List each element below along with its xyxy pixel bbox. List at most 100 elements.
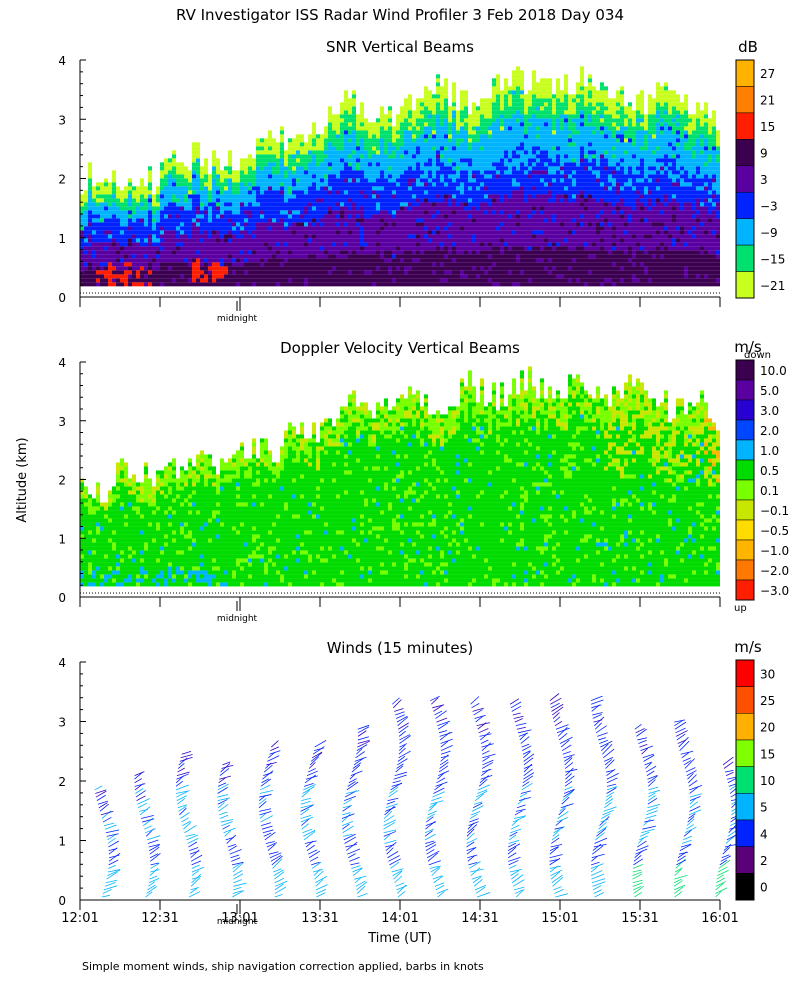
snr-cell (548, 150, 552, 155)
snr-cell (100, 274, 104, 279)
snr-cell (540, 142, 544, 147)
snr-cell (356, 258, 360, 263)
snr-cell (564, 234, 568, 239)
snr-cell (412, 130, 416, 135)
snr-cell (356, 114, 360, 119)
snr-cell (312, 282, 316, 287)
snr-cell (268, 238, 272, 243)
snr-cell (276, 274, 280, 279)
snr-cell (460, 98, 464, 103)
snr-cell (376, 138, 380, 143)
snr-cell (484, 134, 488, 139)
snr-cell (332, 258, 336, 263)
snr-cell (216, 186, 220, 191)
snr-cell (300, 198, 304, 203)
snr-cell (220, 238, 224, 243)
snr-cell (428, 162, 432, 167)
snr-cell (112, 262, 116, 267)
snr-cell (464, 182, 468, 187)
snr-cell (576, 202, 580, 207)
snr-cell (396, 126, 400, 131)
snr-cell (180, 206, 184, 211)
snr-cell (496, 130, 500, 135)
snr-cell (224, 270, 228, 275)
snr-cell (496, 142, 500, 147)
snr-cell (528, 150, 532, 155)
snr-cell (564, 178, 568, 183)
snr-cell (428, 102, 432, 107)
snr-cell (492, 146, 496, 151)
snr-cell (544, 94, 548, 99)
snr-cell (184, 210, 188, 215)
snr-cell (484, 246, 488, 251)
snr-cell (208, 190, 212, 195)
snr-cell (280, 266, 284, 271)
snr-cell (576, 190, 580, 195)
snr-cell (532, 230, 536, 235)
snr-cell (420, 222, 424, 227)
snr-cell (308, 142, 312, 147)
snr-cell (368, 170, 372, 175)
snr-cell (264, 210, 268, 215)
snr-cell (296, 218, 300, 223)
snr-cell (160, 162, 164, 167)
snr-cell (340, 138, 344, 143)
snr-cell (320, 194, 324, 199)
snr-cell (348, 198, 352, 203)
snr-cell (292, 242, 296, 247)
snr-cell (200, 282, 204, 287)
snr-cell (520, 110, 524, 115)
snr-cell (440, 214, 444, 219)
snr-cell (344, 98, 348, 103)
snr-cell (404, 238, 408, 243)
snr-cell (544, 198, 548, 203)
snr-cell (472, 138, 476, 143)
snr-cell (544, 90, 548, 95)
snr-cell (508, 122, 512, 127)
snr-cell (284, 158, 288, 163)
snr-cell (520, 218, 524, 223)
snr-cell (388, 226, 392, 231)
snr-cell (528, 98, 532, 103)
snr-cell (336, 222, 340, 227)
snr-cell (560, 94, 564, 99)
snr-cell (420, 142, 424, 147)
snr-cell (320, 254, 324, 259)
snr-cell (184, 198, 188, 203)
snr-cell (296, 134, 300, 139)
snr-cell (524, 94, 528, 99)
snr-cell (328, 170, 332, 175)
snr-cell (124, 190, 128, 195)
snr-cell (560, 238, 564, 243)
snr-cell (576, 226, 580, 231)
snr-cell (392, 198, 396, 203)
snr-cell (180, 178, 184, 183)
snr-cell (476, 150, 480, 155)
snr-cell (512, 150, 516, 155)
snr-cell (396, 138, 400, 143)
snr-cell (440, 270, 444, 275)
snr-cell (504, 98, 508, 103)
snr-cell (580, 178, 584, 183)
snr-cell (324, 142, 328, 147)
snr-cell (508, 170, 512, 175)
snr-cell (568, 234, 572, 239)
snr-cell (496, 82, 500, 87)
snr-cell (408, 158, 412, 163)
snr-cell (456, 174, 460, 179)
snr-cell (508, 242, 512, 247)
snr-cell (520, 194, 524, 199)
snr-cell (328, 178, 332, 183)
snr-cell (124, 210, 128, 215)
snr-cell (156, 194, 160, 199)
snr-cell (204, 194, 208, 199)
snr-cell (532, 94, 536, 99)
snr-cell (436, 198, 440, 203)
snr-cell (304, 178, 308, 183)
snr-cell (140, 190, 144, 195)
snr-cell (268, 134, 272, 139)
snr-cell (368, 206, 372, 211)
snr-cell (344, 246, 348, 251)
snr-cell (400, 130, 404, 135)
snr-cell (368, 158, 372, 163)
